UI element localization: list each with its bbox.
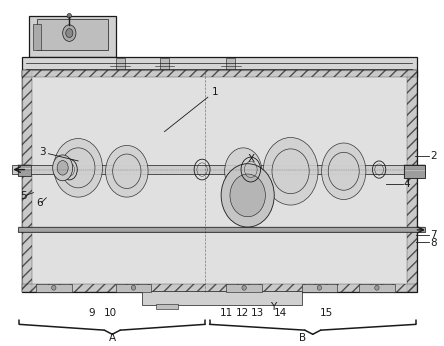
Ellipse shape — [61, 148, 95, 188]
Ellipse shape — [328, 152, 359, 190]
Ellipse shape — [53, 155, 73, 181]
Ellipse shape — [225, 148, 262, 195]
Text: 7: 7 — [430, 230, 436, 240]
Ellipse shape — [317, 285, 321, 290]
Bar — [160, 57, 169, 75]
Ellipse shape — [54, 138, 103, 197]
Ellipse shape — [57, 161, 68, 175]
Ellipse shape — [131, 285, 136, 290]
Bar — [12, 165, 425, 174]
Ellipse shape — [230, 174, 266, 217]
Text: 3: 3 — [40, 147, 46, 157]
Text: 9: 9 — [88, 308, 95, 318]
Ellipse shape — [106, 145, 148, 197]
Text: 11: 11 — [220, 308, 233, 318]
Bar — [407, 70, 417, 292]
Bar — [33, 24, 41, 49]
Text: 2: 2 — [430, 152, 436, 162]
Bar — [36, 284, 71, 292]
Text: 6: 6 — [36, 198, 43, 208]
Bar — [22, 284, 417, 292]
Bar — [301, 284, 337, 292]
Bar — [22, 70, 32, 292]
Text: 5: 5 — [20, 191, 27, 201]
Text: 4: 4 — [403, 179, 410, 189]
Text: X: X — [248, 154, 255, 164]
Bar — [404, 165, 425, 178]
Ellipse shape — [63, 25, 76, 42]
Text: 1: 1 — [212, 87, 219, 97]
Bar — [18, 227, 425, 232]
Text: 12: 12 — [236, 308, 250, 318]
Ellipse shape — [113, 154, 141, 189]
Text: B: B — [299, 333, 306, 343]
Bar — [116, 284, 151, 292]
Text: 14: 14 — [274, 308, 288, 318]
Text: Y: Y — [270, 302, 277, 312]
Text: 8: 8 — [430, 238, 436, 248]
Bar — [226, 284, 262, 292]
Bar — [22, 70, 417, 77]
Bar — [116, 57, 125, 75]
Bar — [29, 16, 116, 56]
Text: 10: 10 — [103, 308, 117, 318]
Bar — [17, 165, 31, 176]
Text: 13: 13 — [251, 308, 265, 318]
Ellipse shape — [67, 13, 71, 18]
Bar — [155, 304, 178, 309]
Ellipse shape — [221, 164, 274, 227]
Ellipse shape — [375, 285, 379, 290]
Bar — [22, 56, 417, 76]
Ellipse shape — [242, 285, 246, 290]
Ellipse shape — [272, 149, 309, 194]
Ellipse shape — [66, 29, 73, 38]
Bar — [226, 57, 235, 75]
Text: A: A — [109, 333, 116, 343]
Ellipse shape — [52, 285, 56, 290]
Bar — [359, 284, 395, 292]
Ellipse shape — [321, 143, 366, 200]
Bar — [22, 70, 417, 292]
Bar — [37, 19, 108, 50]
Text: 15: 15 — [319, 308, 333, 318]
Bar — [143, 291, 301, 304]
Ellipse shape — [263, 137, 318, 205]
